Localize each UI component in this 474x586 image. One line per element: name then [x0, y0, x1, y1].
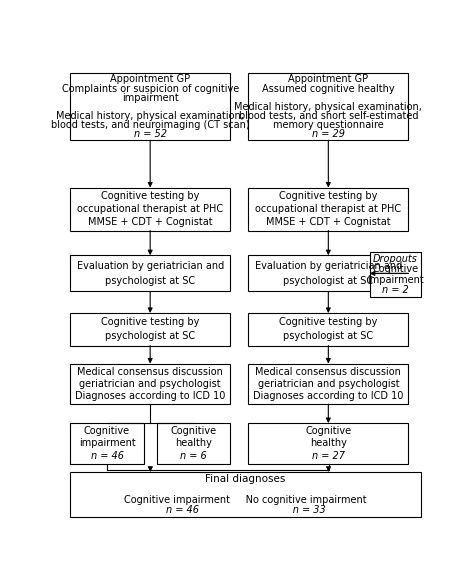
Text: impairment: impairment [79, 438, 136, 448]
Text: Cognitive impairment     No cognitive impairment: Cognitive impairment No cognitive impair… [124, 495, 367, 505]
FancyBboxPatch shape [70, 313, 230, 346]
FancyBboxPatch shape [70, 188, 230, 230]
Text: n = 6: n = 6 [180, 451, 207, 461]
Text: Cognitive testing by: Cognitive testing by [279, 317, 377, 327]
Text: Cognitive testing by: Cognitive testing by [101, 317, 200, 327]
Text: Complaints or suspicion of cognitive: Complaints or suspicion of cognitive [62, 84, 239, 94]
Text: healthy: healthy [310, 438, 347, 448]
Text: blood tests, and short self-estimated: blood tests, and short self-estimated [238, 111, 418, 121]
FancyBboxPatch shape [70, 363, 230, 404]
Text: n = 27: n = 27 [312, 451, 345, 461]
Text: n = 29: n = 29 [312, 130, 345, 139]
Text: psychologist at SC: psychologist at SC [105, 276, 195, 286]
Text: Cognitive: Cognitive [84, 426, 130, 436]
FancyBboxPatch shape [248, 73, 408, 140]
Text: Diagnoses according to ICD 10: Diagnoses according to ICD 10 [75, 391, 225, 401]
Text: MMSE + CDT + Cognistat: MMSE + CDT + Cognistat [266, 217, 391, 227]
Text: impairment: impairment [367, 274, 424, 285]
FancyBboxPatch shape [248, 188, 408, 230]
Text: Cognitive: Cognitive [372, 264, 419, 274]
FancyBboxPatch shape [70, 423, 144, 464]
Text: memory questionnaire: memory questionnaire [273, 120, 384, 130]
Text: healthy: healthy [175, 438, 212, 448]
Text: Diagnoses according to ICD 10: Diagnoses according to ICD 10 [253, 391, 403, 401]
Text: Medical history, physical examination,: Medical history, physical examination, [56, 111, 244, 121]
Text: Medical consensus discussion: Medical consensus discussion [77, 367, 223, 377]
Text: geriatrician and psychologist: geriatrician and psychologist [257, 379, 399, 389]
Text: psychologist at SC: psychologist at SC [105, 331, 195, 342]
Text: psychologist at SC: psychologist at SC [283, 276, 374, 286]
Text: Dropouts: Dropouts [373, 254, 418, 264]
Text: Medical consensus discussion: Medical consensus discussion [255, 367, 401, 377]
FancyBboxPatch shape [248, 423, 408, 464]
Text: psychologist at SC: psychologist at SC [283, 331, 374, 342]
FancyBboxPatch shape [248, 255, 408, 291]
Text: geriatrician and psychologist: geriatrician and psychologist [79, 379, 221, 389]
Text: Cognitive testing by: Cognitive testing by [279, 191, 377, 201]
Text: blood tests, and neuroimaging (CT scan): blood tests, and neuroimaging (CT scan) [51, 120, 249, 130]
Text: Cognitive: Cognitive [305, 426, 351, 436]
FancyBboxPatch shape [248, 313, 408, 346]
FancyBboxPatch shape [248, 363, 408, 404]
Text: Final diagnoses: Final diagnoses [206, 473, 286, 483]
Text: Cognitive: Cognitive [170, 426, 217, 436]
Text: Assumed cognitive healthy: Assumed cognitive healthy [262, 84, 395, 94]
Text: Evaluation by geriatrician and: Evaluation by geriatrician and [76, 261, 224, 271]
Text: occupational therapist at PHC: occupational therapist at PHC [255, 204, 401, 214]
FancyBboxPatch shape [370, 252, 421, 297]
Text: n = 46: n = 46 [91, 451, 124, 461]
Text: impairment: impairment [122, 93, 179, 103]
FancyBboxPatch shape [156, 423, 230, 464]
Text: Medical history, physical examination,: Medical history, physical examination, [235, 102, 422, 112]
Text: n = 52: n = 52 [134, 130, 167, 139]
Text: Evaluation by geriatrician and: Evaluation by geriatrician and [255, 261, 402, 271]
Text: Appointment GP: Appointment GP [110, 74, 190, 84]
Text: MMSE + CDT + Cognistat: MMSE + CDT + Cognistat [88, 217, 212, 227]
Text: n = 2: n = 2 [382, 285, 409, 295]
FancyBboxPatch shape [70, 73, 230, 140]
Text: Cognitive testing by: Cognitive testing by [101, 191, 200, 201]
Text: n = 46                              n = 33: n = 46 n = 33 [166, 505, 326, 515]
Text: Appointment GP: Appointment GP [288, 74, 368, 84]
FancyBboxPatch shape [70, 255, 230, 291]
Text: occupational therapist at PHC: occupational therapist at PHC [77, 204, 223, 214]
FancyBboxPatch shape [70, 472, 421, 517]
